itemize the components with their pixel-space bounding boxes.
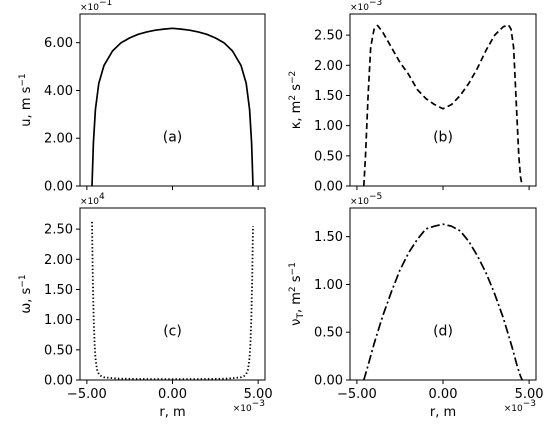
y-tick-label: 0.50	[314, 149, 343, 164]
y-tick-label: 0.50	[44, 343, 73, 358]
series-line-b	[362, 24, 524, 187]
x-tick-label: 0.00	[158, 387, 187, 402]
panel-label: (a)	[163, 129, 183, 145]
y-tick-label: 1.00	[314, 119, 343, 134]
y-offset-text: ×10−1	[80, 0, 112, 13]
y-tick-label: 0.00	[44, 180, 73, 195]
x-tick-label: −5.00	[67, 387, 107, 402]
y-offset-text: ×104	[80, 192, 105, 207]
y-axis-label: ω, s−1	[18, 274, 34, 313]
y-offset-text: ×10−5	[350, 192, 382, 207]
y-axis-label: κ, m2 s−2	[288, 71, 304, 130]
subplot-a: 0.00 2.00 4.00 6.00 ×10−1 u, m s−1 (a)	[18, 0, 266, 195]
series-line-d	[362, 223, 523, 381]
panel-label: (c)	[163, 323, 182, 339]
y-tick-label: 6.00	[44, 36, 73, 51]
y-axis-label: u, m s−1	[18, 73, 34, 126]
x-tick-label: 5.00	[244, 387, 273, 402]
subplot-b: 0.00 0.50 1.00 1.50 2.00 2.50 ×10−3 κ, m2 s−2 (b…	[288, 0, 537, 195]
x-offset-text: ×10−3	[233, 399, 265, 414]
y-tick-label: 1.50	[314, 230, 343, 245]
subplot-c: 0.000.501.001.502.002.50−5.00 0.00 5.00×10…	[18, 192, 273, 420]
y-tick-label: 1.00	[314, 278, 343, 293]
axes-frame	[79, 13, 266, 187]
y-tick-label: 0.50	[314, 326, 343, 341]
y-tick-label: 2.00	[314, 59, 343, 74]
x-offset-text: ×10−3	[504, 399, 536, 414]
subplot-d: 0.000.501.001.50−5.00 0.00 5.00×10−5×10−3ν…	[288, 192, 544, 420]
y-tick-label: 1.00	[44, 313, 73, 328]
y-tick-label: 0.00	[44, 374, 73, 389]
y-tick-label: 2.50	[44, 223, 73, 238]
y-axis-label: νT, m2 s−1	[288, 262, 306, 326]
y-tick-label: 0.00	[314, 374, 343, 389]
y-tick-label: 4.00	[44, 84, 73, 99]
panel-label: (b)	[433, 129, 453, 145]
y-tick-label: 1.50	[314, 89, 343, 104]
axes-frame	[349, 207, 537, 381]
x-tick-label: −5.00	[337, 387, 377, 402]
y-offset-text: ×10−3	[350, 0, 382, 13]
axes-frame	[349, 13, 537, 187]
panel-label: (d)	[433, 323, 453, 339]
y-tick-label: 2.00	[44, 253, 73, 268]
y-tick-label: 0.00	[314, 180, 343, 195]
x-tick-label: 5.00	[515, 387, 544, 402]
x-axis-label: r, m	[159, 405, 185, 420]
series-line-c	[91, 221, 254, 381]
y-tick-label: 2.50	[314, 29, 343, 44]
series-line-a	[91, 27, 254, 187]
axes-frame	[79, 207, 266, 381]
y-tick-label: 1.50	[44, 283, 73, 298]
y-tick-label: 2.00	[44, 132, 73, 147]
x-tick-label: 0.00	[429, 387, 458, 402]
x-axis-label: r, m	[430, 405, 456, 420]
